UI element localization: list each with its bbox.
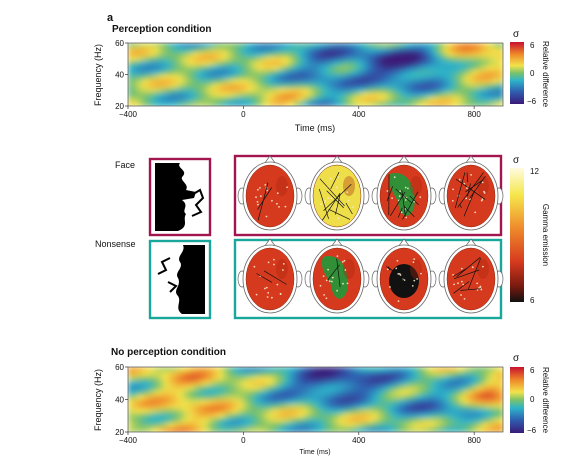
gamma-cbar-tick-12: 12 bbox=[530, 167, 539, 176]
top-cbar-symbol: σ bbox=[513, 29, 520, 40]
bottom-ytick-label: 40 bbox=[115, 396, 124, 405]
top-heatmap-panel: Perception condition Frequency (Hz) −400… bbox=[93, 24, 550, 133]
bottom-cbar-symbol: σ bbox=[513, 353, 520, 364]
bottom-ytick-label: 20 bbox=[115, 428, 124, 437]
nonsense-stimulus-image bbox=[157, 245, 205, 314]
head-map-nonsense-3 bbox=[371, 238, 437, 314]
bottom-cbar-tick-neg6: −6 bbox=[527, 426, 537, 435]
gamma-cbar-tick-6: 6 bbox=[530, 296, 535, 305]
top-xtick-label: 0 bbox=[241, 110, 246, 119]
top-ylabel: Frequency (Hz) bbox=[93, 44, 103, 106]
nonsense-stimulus-frame bbox=[148, 239, 212, 320]
bottom-xtick-label: 400 bbox=[352, 436, 366, 445]
top-xtick-label: 400 bbox=[352, 110, 366, 119]
top-title: Perception condition bbox=[112, 24, 211, 35]
nonsense-label: Nonsense bbox=[95, 239, 136, 249]
bottom-title: No perception condition bbox=[111, 347, 226, 358]
top-cbar-tick-6: 6 bbox=[530, 41, 535, 50]
bottom-colorbar bbox=[510, 367, 524, 433]
head-map-face-1 bbox=[237, 155, 303, 231]
bottom-xtick-label: −400 bbox=[119, 436, 138, 445]
bottom-ytick-label: 60 bbox=[115, 363, 124, 372]
bottom-heatmap bbox=[128, 367, 503, 432]
head-map-nonsense-2 bbox=[304, 238, 370, 314]
gamma-colorbar bbox=[510, 168, 524, 302]
face-label: Face bbox=[115, 160, 135, 170]
bottom-xtick-label: 800 bbox=[467, 436, 481, 445]
top-ytick-label: 60 bbox=[115, 39, 124, 48]
top-cbar-label: Relative difference bbox=[541, 41, 550, 108]
bottom-cbar-tick-0: 0 bbox=[530, 395, 535, 404]
bottom-ylabel: Frequency (Hz) bbox=[93, 369, 103, 431]
bottom-cbar-label: Relative difference bbox=[541, 367, 550, 434]
top-cbar-tick-0: 0 bbox=[530, 69, 535, 78]
top-heatmap bbox=[128, 43, 503, 106]
head-map-nonsense-4 bbox=[438, 238, 504, 314]
middle-panel: Face Nonsense σ 12 6 Gamma emission bbox=[95, 154, 550, 320]
head-map-face-2 bbox=[304, 155, 370, 231]
bottom-xlabel: Time (ms) bbox=[299, 449, 330, 456]
top-xtick-label: −400 bbox=[119, 110, 138, 119]
top-xlabel: Time (ms) bbox=[295, 123, 335, 133]
gamma-cbar-symbol: σ bbox=[513, 155, 520, 166]
top-colorbar bbox=[510, 42, 524, 104]
face-stimulus-frame bbox=[148, 157, 212, 237]
bottom-heatmap-panel: No perception condition Frequency (Hz) −… bbox=[93, 347, 550, 456]
gamma-cbar-label: Gamma emission bbox=[541, 204, 550, 266]
bottom-cbar-tick-6: 6 bbox=[530, 366, 535, 375]
panel-label: a bbox=[107, 12, 114, 24]
top-ytick-label: 20 bbox=[115, 102, 124, 111]
face-stimulus-image bbox=[155, 163, 205, 231]
head-map-face-4 bbox=[438, 155, 504, 231]
bottom-xtick-label: 0 bbox=[241, 436, 246, 445]
top-cbar-tick-neg6: −6 bbox=[527, 97, 537, 106]
head-map-nonsense-1 bbox=[237, 238, 303, 314]
top-ytick-label: 40 bbox=[115, 71, 124, 80]
top-xtick-label: 800 bbox=[467, 110, 481, 119]
head-map-face-3 bbox=[371, 155, 437, 231]
